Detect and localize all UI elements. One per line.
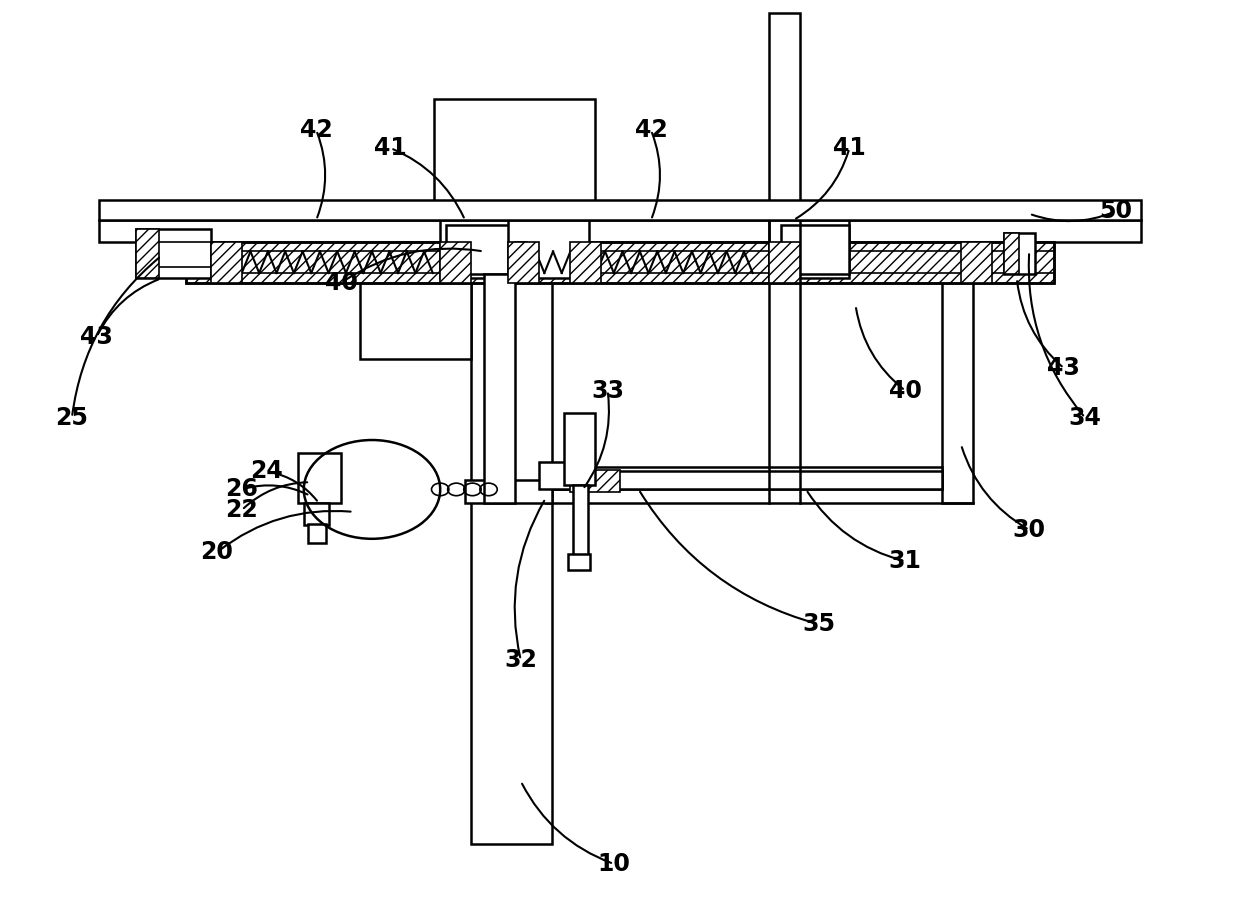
Bar [515,242,527,283]
Bar [484,274,515,503]
Bar [508,242,539,283]
Bar [465,480,552,503]
Text: 41: 41 [833,136,866,160]
Text: 40: 40 [325,271,357,295]
Bar [446,224,515,274]
Bar [298,453,341,503]
Bar [360,278,471,359]
Bar [570,470,620,492]
Text: 25: 25 [56,406,88,429]
Text: 43: 43 [1048,357,1080,380]
Bar [552,471,942,489]
Bar [769,220,849,278]
Bar [186,242,1054,283]
Bar [942,216,973,503]
Bar [99,200,1141,220]
Bar [564,413,595,485]
Text: 41: 41 [374,136,407,160]
Text: 43: 43 [81,325,113,348]
Text: 42: 42 [635,119,667,142]
Bar [186,242,1054,283]
Bar [769,13,800,274]
Text: 10: 10 [598,852,630,876]
Bar [781,224,849,274]
Bar [471,198,552,844]
Bar [308,524,326,543]
Text: 35: 35 [802,612,835,636]
Text: 24: 24 [250,460,283,483]
Bar [440,242,471,283]
Text: 33: 33 [591,379,624,402]
Bar [568,554,590,570]
Bar [1004,233,1019,274]
Bar [304,503,329,525]
Text: 30: 30 [1013,518,1045,541]
Bar [211,242,242,283]
Bar [961,242,992,283]
Bar [769,242,800,283]
Bar [434,99,595,224]
Bar [440,220,521,278]
Text: 32: 32 [505,648,537,672]
Text: 31: 31 [889,550,921,573]
Text: 34: 34 [1069,406,1101,429]
Bar [546,467,942,489]
Text: 22: 22 [226,498,258,522]
Bar [570,242,601,283]
Text: 50: 50 [1100,199,1132,223]
Bar [136,229,211,278]
Bar [136,229,159,278]
Text: 20: 20 [201,541,233,564]
Bar [99,220,1141,242]
Text: 40: 40 [889,379,921,402]
Bar [508,220,589,278]
Bar [1004,233,1035,274]
Text: 26: 26 [226,478,258,501]
Bar [539,462,589,489]
Bar [573,485,588,557]
Text: 42: 42 [300,119,332,142]
